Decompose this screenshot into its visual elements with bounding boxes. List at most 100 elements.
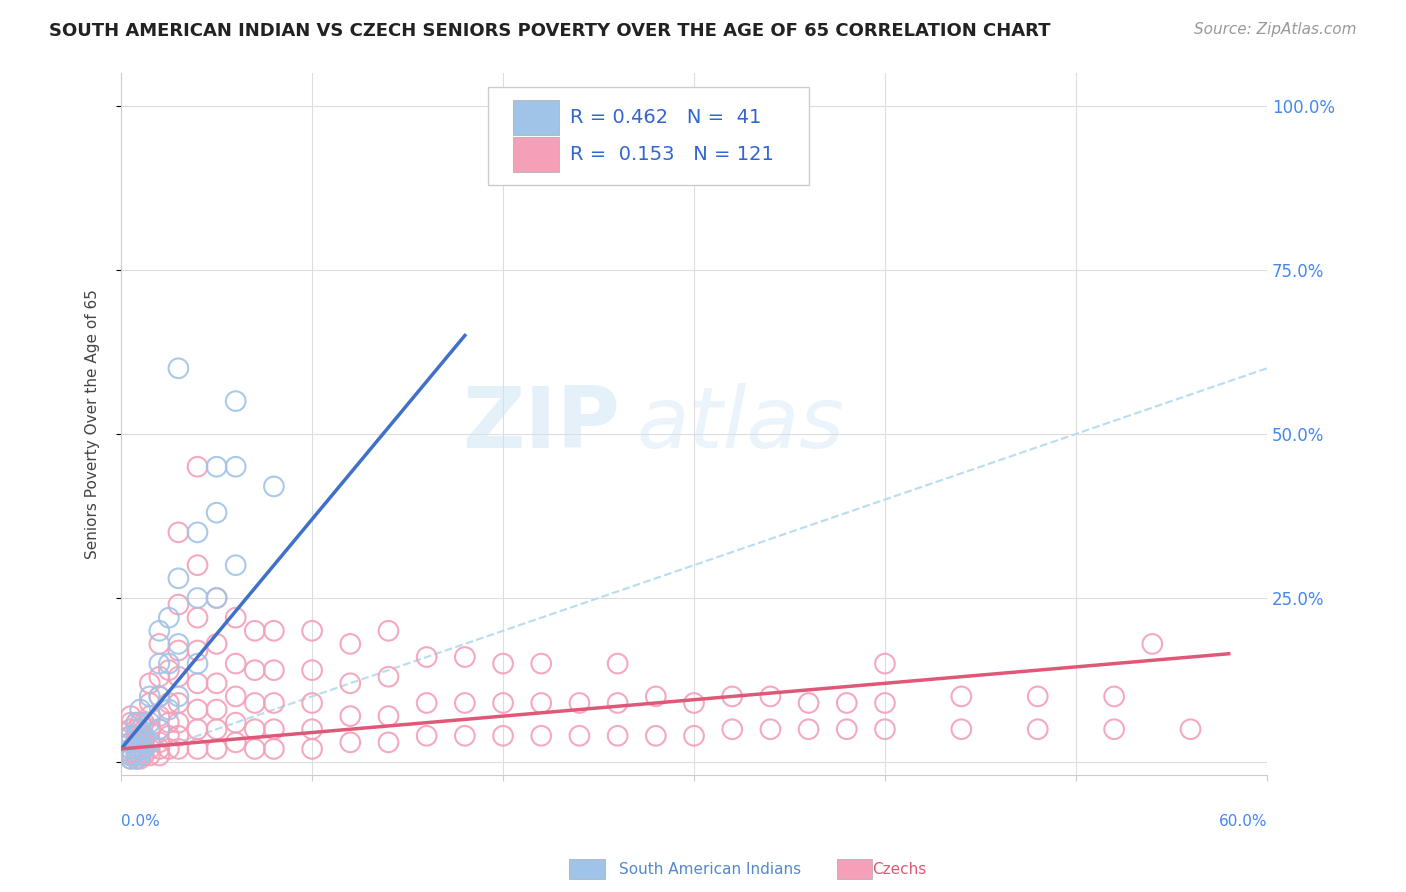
FancyBboxPatch shape <box>488 87 808 186</box>
Point <box>148 709 170 723</box>
Point <box>225 735 247 749</box>
Point <box>129 715 152 730</box>
Point <box>120 752 142 766</box>
Point <box>167 637 190 651</box>
Point <box>139 735 162 749</box>
Point <box>125 752 148 766</box>
Point <box>377 670 399 684</box>
Point <box>167 361 190 376</box>
Point <box>132 742 155 756</box>
Point <box>129 729 152 743</box>
Point <box>205 459 228 474</box>
Point <box>148 670 170 684</box>
Point <box>606 696 628 710</box>
Point <box>950 723 973 737</box>
Point <box>125 729 148 743</box>
Text: Source: ZipAtlas.com: Source: ZipAtlas.com <box>1194 22 1357 37</box>
Point <box>1102 723 1125 737</box>
Point <box>132 742 155 756</box>
Point <box>683 696 706 710</box>
Point <box>683 729 706 743</box>
Point <box>243 696 266 710</box>
Point <box>186 643 208 657</box>
Point <box>186 742 208 756</box>
Point <box>377 709 399 723</box>
Point <box>120 748 142 763</box>
Point <box>129 735 152 749</box>
Point <box>120 745 142 759</box>
Y-axis label: Seniors Poverty Over the Age of 65: Seniors Poverty Over the Age of 65 <box>86 289 100 559</box>
Point <box>167 571 190 585</box>
Point <box>721 723 744 737</box>
Point <box>339 676 361 690</box>
Point <box>301 624 323 638</box>
Point <box>186 723 208 737</box>
Point <box>167 670 190 684</box>
Point <box>263 723 285 737</box>
Point <box>139 735 162 749</box>
Point <box>454 650 477 665</box>
Point <box>132 729 155 743</box>
Point <box>129 742 152 756</box>
Point <box>186 657 208 671</box>
Text: R = 0.462   N =  41: R = 0.462 N = 41 <box>571 108 762 128</box>
Point <box>243 663 266 677</box>
Point <box>120 742 142 756</box>
Point <box>129 748 152 763</box>
Point <box>263 742 285 756</box>
Point <box>129 748 152 763</box>
Point <box>568 696 591 710</box>
Point <box>139 742 162 756</box>
Point <box>125 715 148 730</box>
Point <box>225 610 247 624</box>
Point <box>225 459 247 474</box>
Point <box>132 748 155 763</box>
Point <box>125 752 148 766</box>
Point <box>129 742 152 756</box>
Point <box>148 624 170 638</box>
Point <box>873 657 896 671</box>
Point <box>148 735 170 749</box>
Point <box>339 735 361 749</box>
Point <box>205 676 228 690</box>
Point <box>167 729 190 743</box>
Point <box>167 525 190 540</box>
Point <box>205 506 228 520</box>
Point <box>139 676 162 690</box>
Point <box>125 739 148 753</box>
Point <box>132 715 155 730</box>
Point <box>492 729 515 743</box>
Text: R =  0.153   N = 121: R = 0.153 N = 121 <box>571 145 775 164</box>
Point <box>1026 723 1049 737</box>
Point <box>263 663 285 677</box>
FancyBboxPatch shape <box>513 100 558 136</box>
Point <box>205 591 228 605</box>
Text: 60.0%: 60.0% <box>1219 814 1267 829</box>
Point <box>415 696 437 710</box>
Point <box>125 745 148 759</box>
Point <box>243 742 266 756</box>
Point <box>797 696 820 710</box>
Point <box>148 723 170 737</box>
Point <box>125 748 148 763</box>
Point <box>120 748 142 763</box>
Point <box>243 624 266 638</box>
Point <box>797 723 820 737</box>
Point <box>125 729 148 743</box>
Point <box>157 610 180 624</box>
Point <box>129 752 152 766</box>
Point <box>492 696 515 710</box>
Point <box>186 591 208 605</box>
Point <box>120 735 142 749</box>
Point <box>415 650 437 665</box>
Text: atlas: atlas <box>637 383 845 466</box>
Point <box>125 745 148 759</box>
Point <box>148 748 170 763</box>
Point <box>205 723 228 737</box>
Point <box>243 723 266 737</box>
Point <box>186 610 208 624</box>
Point <box>644 729 666 743</box>
Point <box>167 715 190 730</box>
FancyBboxPatch shape <box>513 137 558 172</box>
Point <box>225 657 247 671</box>
